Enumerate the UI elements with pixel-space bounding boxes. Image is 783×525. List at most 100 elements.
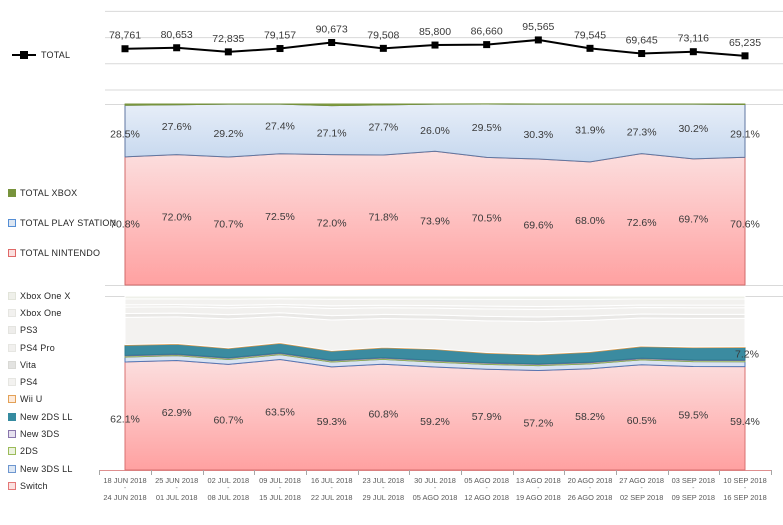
total-line-chart-plot[interactable]: 78,761 80,653 72,835 79,157 90,673 79,508 85,8… [105,2,783,91]
series-swatch-icon [8,249,16,257]
series-swatch-icon [8,412,16,421]
data-label: 27.1% [317,128,347,140]
legend-item-ps3[interactable]: PS3 [8,322,73,339]
legend-item-total-play-station[interactable]: TOTAL PLAY STATION [8,208,116,238]
week-end-date: 09 SEP 2018 [671,493,716,502]
data-label: 28.5% [110,129,140,141]
legend-item-xbox-one[interactable]: Xbox One [8,304,73,321]
date-range-separator: - [123,485,127,492]
week-start-date: 05 AGO 2018 [464,476,510,485]
x-axis-week-label[interactable]: 23 JUL 2018-29 JUL 2018 [356,476,410,502]
x-axis-week-label[interactable]: 13 AGO 2018-19 AGO 2018 [511,476,565,502]
legend-item-new-3ds-ll[interactable]: New 3DS LL [8,460,73,477]
legend-item-new-2ds-ll[interactable]: New 2DS LL [8,408,73,425]
series-swatch-icon [8,395,16,404]
legend-item-vita[interactable]: Vita [8,356,73,373]
line-marker-icon [12,51,36,59]
data-point-marker[interactable] [586,44,594,52]
brand-share-area-chart-plot[interactable]: 70.8% 72.0% 70.7% 72.5% 72.0% 71.8% 73.9% 70.5%… [110,103,760,286]
x-axis-week-label[interactable]: 30 JUL 2018-05 AGO 2018 [408,476,462,502]
x-axis-week-label[interactable]: 16 JUL 2018-22 JUL 2018 [305,476,359,502]
axis-tick [305,470,307,475]
series-swatch-icon [8,481,16,490]
data-label: 73,116 [678,33,709,45]
legend-item-switch[interactable]: Switch [8,477,73,494]
data-point-marker[interactable] [431,41,439,49]
data-point-marker[interactable] [638,50,646,58]
data-label: 60.5% [627,415,657,427]
legend-item-label: PS4 Pro [20,342,55,353]
data-label: 26.0% [420,125,450,137]
data-point-marker[interactable] [741,52,749,60]
x-axis-week-label[interactable]: 10 SEP 2018-16 SEP 2018 [718,476,772,502]
date-range-separator: - [485,485,488,492]
area-series-xbox-one-x[interactable] [124,295,746,300]
x-axis-labels: 18 JUN 2018-24 JUN 2018 25 JUN 2018-01 JU… [0,474,783,520]
axis-tick [409,470,411,475]
week-end-date: 05 AGO 2018 [412,493,458,502]
date-range-separator: - [588,485,592,492]
data-point-marker[interactable] [689,48,697,56]
data-label: 27.7% [368,121,398,133]
x-axis-week-label[interactable]: 02 JUL 2018-08 JUL 2018 [201,476,255,502]
area-series-xbox-one[interactable] [124,298,746,307]
legend-item-label: Xbox One [20,307,62,318]
x-axis-week-label[interactable]: 05 AGO 2018-12 AGO 2018 [460,476,514,502]
area-series-total-xbox[interactable] [124,103,746,107]
x-axis-week-label[interactable]: 09 JUL 2018-15 JUL 2018 [253,476,307,502]
legend-item-ps4[interactable]: PS4 [8,373,73,390]
data-point-marker[interactable] [379,44,387,52]
data-point-marker[interactable] [121,45,129,53]
legend-item-label: TOTAL XBOX [20,188,78,198]
x-axis-week-label[interactable]: 18 JUN 2018-24 JUN 2018 [98,476,152,502]
week-start-date: 03 SEP 2018 [671,476,716,485]
legend-item-total[interactable]: TOTAL [12,48,70,62]
x-axis-week-label[interactable]: 20 AGO 2018-26 AGO 2018 [563,476,617,502]
data-label: 59.4% [730,416,760,428]
data-label: 85,800 [419,26,451,38]
data-label: 65,235 [729,37,761,49]
week-end-date: 26 AGO 2018 [567,493,613,502]
x-axis-week-label[interactable]: 25 JUN 2018-01 JUL 2018 [150,476,204,502]
data-label: 72.0% [162,211,192,223]
week-start-date: 13 AGO 2018 [515,476,561,485]
x-axis-week-label[interactable]: 27 AGO 2018-02 SEP 2018 [615,476,669,502]
legend-item-xbox-one-x[interactable]: Xbox One X [8,287,73,304]
x-axis-line [99,470,771,471]
axis-tick [719,470,721,475]
date-range-separator: - [692,485,695,492]
x-axis-week-label[interactable]: 03 SEP 2018-09 SEP 2018 [666,476,720,502]
legend-total[interactable]: TOTAL [12,48,70,62]
legend-item-total-xbox[interactable]: TOTAL XBOX [8,178,116,208]
legend-item-new-3ds[interactable]: New 3DS [8,425,73,442]
data-label: 7.2% [735,348,759,360]
legend-item-label: New 3DS LL [20,463,73,474]
week-end-date: 15 JUL 2018 [259,493,301,502]
legend-item-2ds[interactable]: 2DS [8,443,73,460]
data-label: 79,157 [264,30,296,42]
legend-item-wii-u[interactable]: Wii U [8,391,73,408]
legend-item-ps4-pro[interactable]: PS4 Pro [8,339,73,356]
data-point-marker[interactable] [224,48,232,56]
data-point-marker[interactable] [534,36,542,44]
data-label: 31.9% [575,125,605,137]
data-point-marker[interactable] [173,44,181,52]
data-label: 69.7% [678,213,708,225]
data-point-marker[interactable] [328,39,336,47]
data-label: 69,645 [626,35,658,47]
legend-item-total-nintendo[interactable]: TOTAL NINTENDO [8,238,116,268]
data-label: 60.7% [213,415,243,427]
legend-item-label: PS3 [20,325,38,336]
axis-tick [99,470,101,475]
data-label: 72.0% [317,217,347,229]
data-point-marker[interactable] [276,45,284,53]
date-range-separator: - [382,485,385,492]
data-label: 70.8% [110,218,140,230]
data-label: 30.3% [523,129,553,141]
data-label: 62.9% [162,407,192,419]
data-point-marker[interactable] [483,41,491,49]
console-share-area-chart-plot[interactable]: 62.1% 62.9% 60.7% 63.5% 59.3% 60.8% 59.2% 57.9%… [110,295,760,471]
date-range-separator: - [640,485,643,492]
data-label: 59.3% [317,416,347,428]
